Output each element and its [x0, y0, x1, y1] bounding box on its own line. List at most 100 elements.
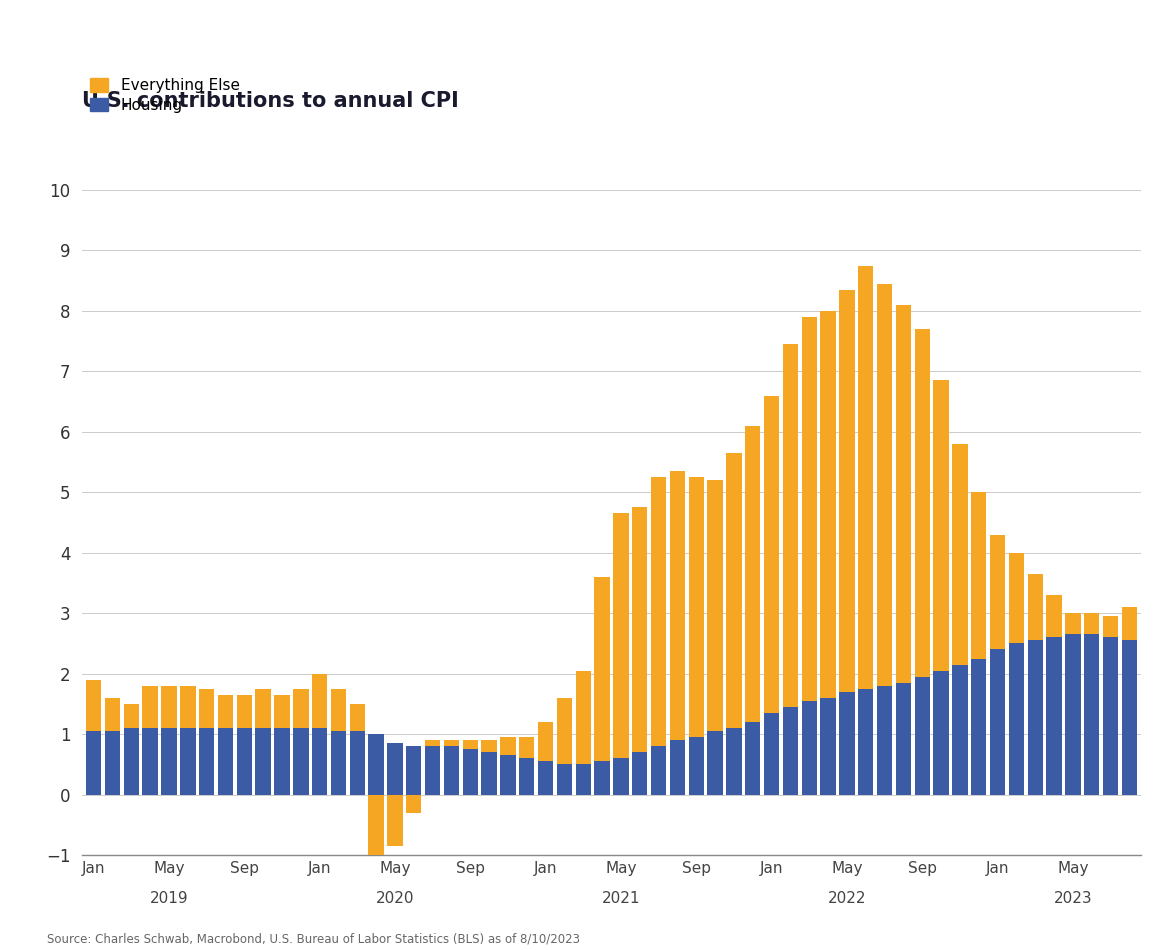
Bar: [406, 794, 421, 812]
Bar: [123, 728, 139, 794]
Bar: [727, 728, 742, 794]
Bar: [971, 492, 987, 658]
Bar: [877, 686, 893, 794]
Bar: [575, 671, 592, 765]
Bar: [821, 311, 836, 698]
Bar: [1028, 640, 1043, 794]
Bar: [180, 686, 195, 728]
Bar: [105, 732, 120, 794]
Text: Source: Charles Schwab, Macrobond, U.S. Bureau of Labor Statistics (BLS) as of 8: Source: Charles Schwab, Macrobond, U.S. …: [47, 932, 580, 945]
Bar: [613, 758, 629, 794]
Bar: [218, 728, 233, 794]
Bar: [1047, 595, 1062, 637]
Bar: [613, 513, 629, 758]
Bar: [537, 722, 554, 761]
Bar: [1122, 607, 1137, 640]
Bar: [86, 679, 101, 732]
Bar: [650, 746, 667, 794]
Bar: [764, 395, 780, 712]
Bar: [180, 728, 195, 794]
Bar: [218, 694, 233, 728]
Bar: [858, 266, 874, 689]
Bar: [236, 694, 252, 728]
Bar: [990, 650, 1005, 794]
Bar: [1065, 635, 1081, 794]
Bar: [293, 728, 308, 794]
Bar: [708, 732, 723, 794]
Bar: [688, 737, 704, 794]
Bar: [1103, 637, 1118, 794]
Bar: [443, 746, 459, 794]
Bar: [142, 728, 158, 794]
Text: 2019: 2019: [149, 891, 188, 906]
Bar: [934, 380, 949, 671]
Bar: [86, 732, 101, 794]
Bar: [161, 686, 176, 728]
Bar: [312, 674, 327, 728]
Bar: [1122, 640, 1137, 794]
Bar: [802, 701, 817, 794]
Bar: [840, 290, 855, 692]
Bar: [443, 740, 459, 746]
Bar: [688, 477, 704, 737]
Bar: [783, 707, 799, 794]
Bar: [632, 507, 648, 752]
Bar: [1047, 637, 1062, 794]
Bar: [105, 698, 120, 732]
Bar: [255, 689, 270, 728]
Bar: [274, 728, 289, 794]
Text: U.S. contributions to annual CPI: U.S. contributions to annual CPI: [82, 90, 459, 110]
Bar: [462, 750, 477, 794]
Bar: [840, 692, 855, 794]
Bar: [312, 728, 327, 794]
Bar: [990, 535, 1005, 650]
Bar: [500, 737, 515, 755]
Bar: [349, 732, 365, 794]
Text: 2023: 2023: [1054, 891, 1093, 906]
Bar: [746, 722, 761, 794]
Bar: [858, 689, 874, 794]
Bar: [669, 740, 686, 794]
Bar: [519, 737, 535, 758]
Legend: Everything Else, Housing: Everything Else, Housing: [89, 78, 240, 113]
Bar: [199, 689, 214, 728]
Bar: [783, 344, 799, 707]
Bar: [425, 746, 440, 794]
Bar: [556, 765, 573, 794]
Bar: [500, 755, 515, 794]
Bar: [1103, 617, 1118, 637]
Bar: [953, 444, 968, 665]
Bar: [368, 734, 383, 794]
Bar: [632, 752, 648, 794]
Text: 2022: 2022: [828, 891, 867, 906]
Bar: [971, 658, 987, 794]
Bar: [236, 728, 252, 794]
Bar: [1028, 574, 1043, 640]
Bar: [1084, 613, 1100, 635]
Bar: [142, 686, 158, 728]
Bar: [255, 728, 270, 794]
Bar: [387, 794, 402, 846]
Bar: [896, 305, 911, 683]
Bar: [406, 746, 421, 794]
Bar: [462, 740, 477, 750]
Bar: [368, 794, 383, 888]
Bar: [746, 426, 761, 722]
Bar: [161, 728, 176, 794]
Bar: [1009, 643, 1024, 794]
Bar: [123, 704, 139, 728]
Bar: [594, 761, 610, 794]
Text: 2021: 2021: [602, 891, 640, 906]
Bar: [953, 665, 968, 794]
Bar: [1009, 553, 1024, 643]
Bar: [877, 284, 893, 686]
Bar: [650, 477, 667, 746]
Bar: [199, 728, 214, 794]
Bar: [575, 765, 592, 794]
Bar: [896, 683, 911, 794]
Bar: [537, 761, 554, 794]
Bar: [556, 698, 573, 765]
Bar: [330, 732, 346, 794]
Bar: [387, 743, 402, 794]
Bar: [669, 471, 686, 740]
